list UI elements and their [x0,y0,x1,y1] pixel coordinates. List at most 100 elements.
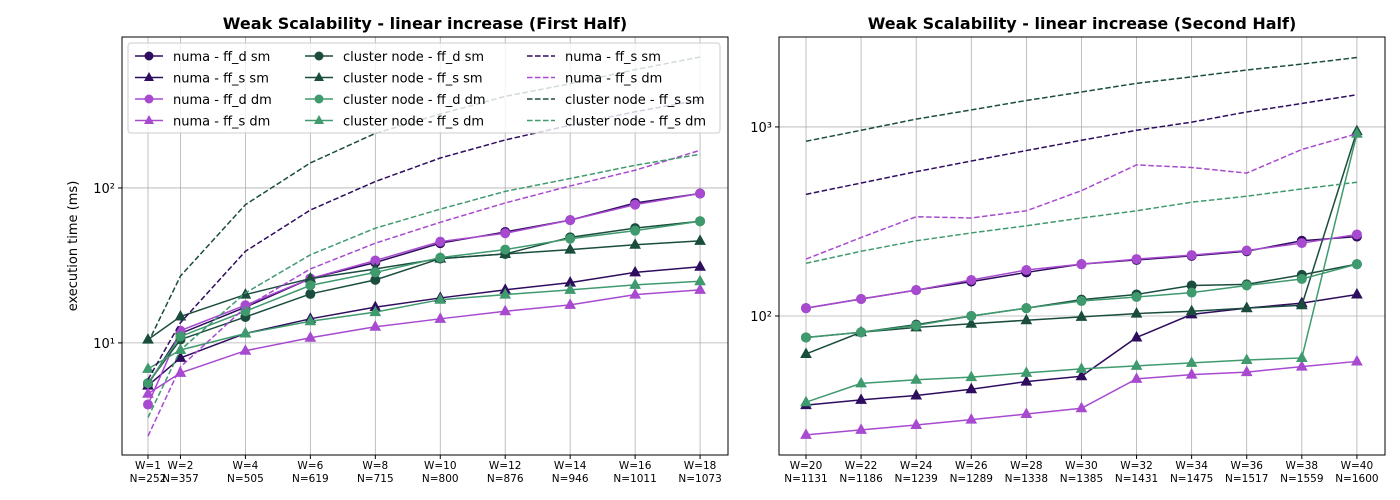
marker [1076,296,1087,307]
x-tick-label: W=20 N=1131 [784,460,828,485]
series-line [147,149,701,437]
marker [304,314,317,326]
marker [855,423,867,434]
marker [1130,307,1143,318]
marker [500,228,511,239]
marker [1351,287,1363,299]
marker [856,327,867,338]
marker [564,283,577,294]
x-tick-label: W=36 N=1517 [1225,460,1269,485]
marker [629,265,641,277]
marker [629,278,641,289]
x-tick-label: W=30 N=1385 [1059,460,1104,485]
marker [304,331,317,342]
marker [1296,238,1307,249]
marker [966,275,977,286]
marker [1185,368,1198,379]
marker [1131,292,1142,303]
marker [1295,298,1308,310]
marker [695,216,706,227]
series-line [147,220,701,384]
marker [369,320,382,331]
legend-label: numa - ff_d sm [173,50,270,65]
marker [1021,303,1032,314]
series-line [805,94,1358,196]
marker [1020,313,1033,325]
marker [856,294,867,305]
marker [142,387,154,398]
marker [910,373,923,384]
series-line [147,280,701,370]
x-tick-label: W=24 N=1239 [894,460,938,485]
y-tick-label: 10² [750,310,772,325]
x-tick-label: W=28 N=1338 [1004,460,1049,485]
marker [855,376,867,388]
series-line [147,220,701,384]
legend-label: cluster node - ff_s dm [565,115,706,130]
plot-frame [778,36,1386,456]
chart-title: Weak Scalability - linear increase (Firs… [223,14,627,33]
legend-label: numa - ff_s dm [565,72,662,87]
series-line [147,153,701,418]
legend-marker [314,72,324,81]
x-tick-label: W=16 N=1011 [613,460,657,485]
legend-label: numa - ff_d dm [173,93,272,108]
x-tick-label: W=8 N=715 [356,460,394,485]
marker [564,243,577,254]
series-line [147,265,701,387]
marker [855,393,867,404]
legend-marker [144,51,154,61]
series-line [147,289,701,395]
marker [1241,245,1252,256]
marker [1021,265,1032,276]
marker [1131,254,1142,265]
x-tick-label: W=2 N=357 [162,460,199,485]
marker [305,280,316,291]
marker [1020,366,1033,377]
marker [911,320,922,331]
legend-marker [314,115,324,124]
marker [1240,365,1253,377]
marker [1240,353,1253,365]
y-tick-label: 10¹ [93,337,115,352]
legend-marker [144,72,154,81]
marker [694,283,706,294]
marker [695,188,706,199]
marker [694,234,706,245]
marker [1130,330,1143,342]
marker [565,233,576,244]
marker [1240,301,1253,313]
x-tick-label: W=40 N=1600 [1335,460,1379,485]
y-tick-label: 10² [93,182,115,197]
marker [1076,259,1087,270]
series-line [147,192,701,385]
marker [800,347,812,358]
marker [142,378,153,389]
marker [564,298,577,309]
marker [694,260,706,271]
legend-marker [314,94,324,104]
marker [175,331,186,342]
marker [174,309,187,321]
x-tick-label: W=34 N=1475 [1169,460,1214,485]
marker [1186,287,1197,298]
marker [911,285,922,296]
marker [800,303,811,314]
marker [434,312,447,323]
marker [629,238,641,249]
x-tick-label: W=4 N=505 [227,460,264,485]
x-tick-label: W=26 N=1289 [949,460,993,485]
marker [694,274,706,286]
legend-marker [144,94,154,104]
marker [499,304,512,316]
series-line [805,56,1357,142]
marker [1185,304,1198,316]
marker [434,293,447,304]
legend-box [127,42,721,134]
marker [800,428,812,439]
marker [369,305,382,317]
marker [500,244,511,255]
marker [1075,310,1088,321]
marker [1075,369,1088,381]
